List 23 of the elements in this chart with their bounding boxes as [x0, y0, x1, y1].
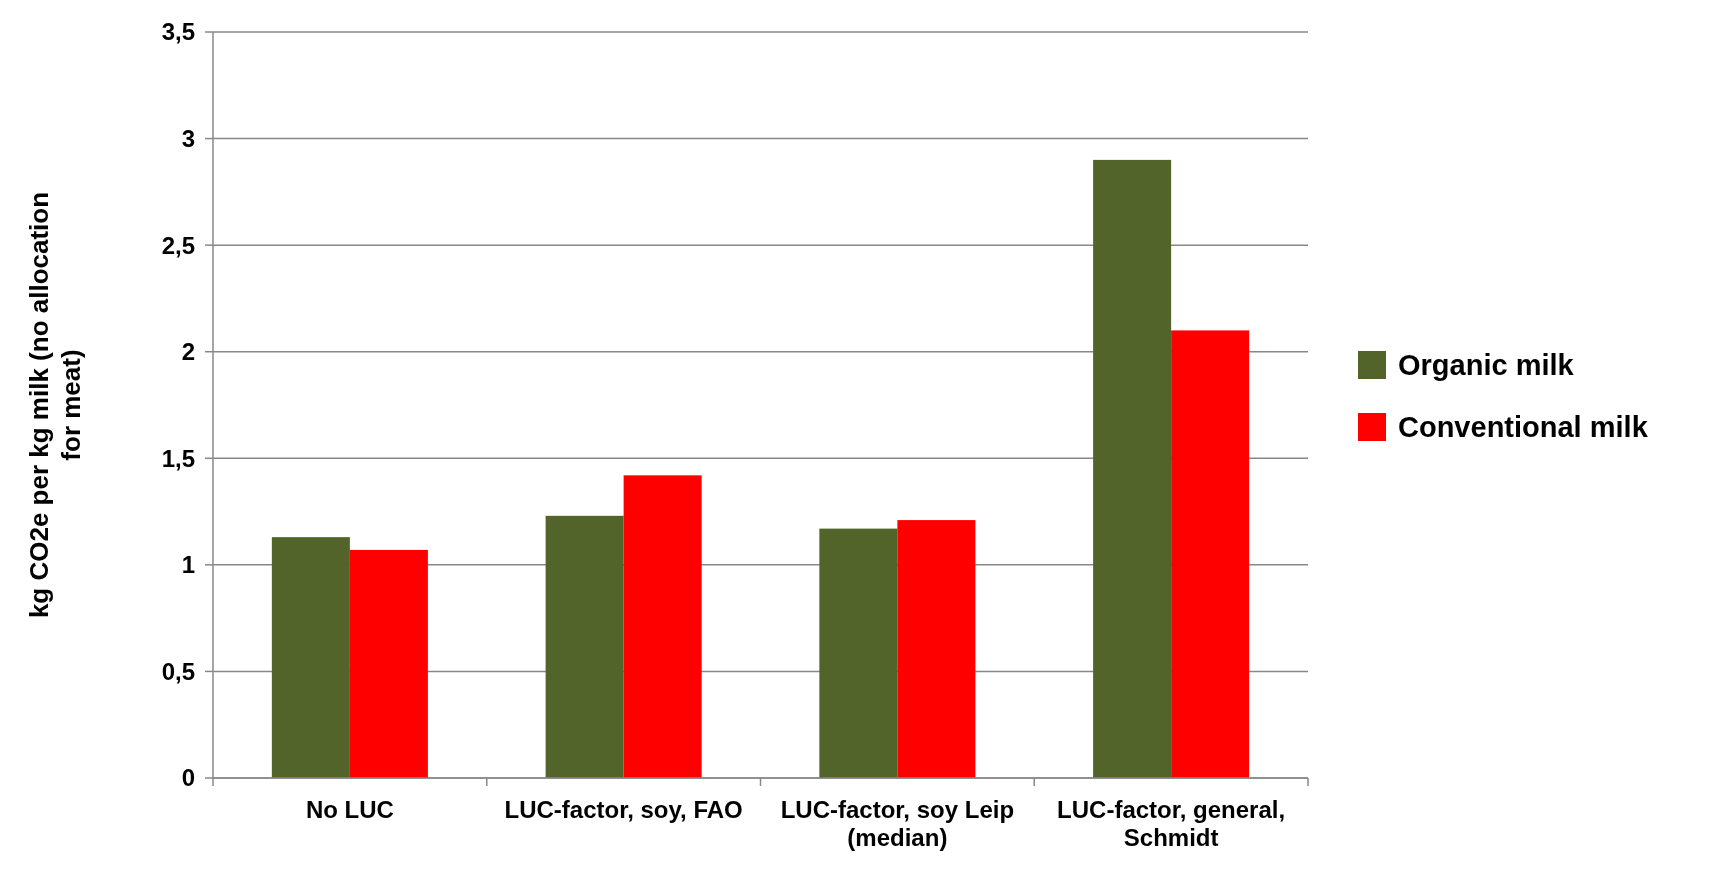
y-tick-label: 2	[181, 338, 195, 366]
y-tick-label: 0,5	[161, 657, 195, 685]
bar	[623, 475, 702, 778]
y-tick-label: 1	[181, 551, 195, 579]
bar	[271, 537, 350, 778]
y-tick-label: 2,5	[161, 231, 195, 259]
y-axis-title: kg CO2e per kg milk (no allocation for meat)	[24, 191, 86, 619]
x-tick-label: LUC-factor, soy Leip (median)	[780, 796, 1015, 851]
bar	[545, 515, 624, 778]
x-tick-label: LUC-factor, general, Schmidt	[1057, 796, 1286, 851]
x-tick-label: LUC-factor, soy, FAO	[504, 796, 743, 823]
y-tick-label: 3,5	[161, 18, 195, 46]
bar	[819, 528, 898, 778]
bar	[1171, 330, 1250, 778]
y-tick-label: 0	[181, 764, 195, 792]
bar	[897, 520, 976, 778]
bar	[1093, 159, 1172, 778]
bar	[349, 549, 428, 778]
x-tick-label: No LUC	[305, 796, 394, 823]
legend-label: Organic milk	[1398, 349, 1575, 382]
y-tick-label: 3	[181, 124, 195, 152]
y-tick-label: 1,5	[161, 444, 195, 472]
legend-label: Conventional milk	[1398, 411, 1649, 444]
